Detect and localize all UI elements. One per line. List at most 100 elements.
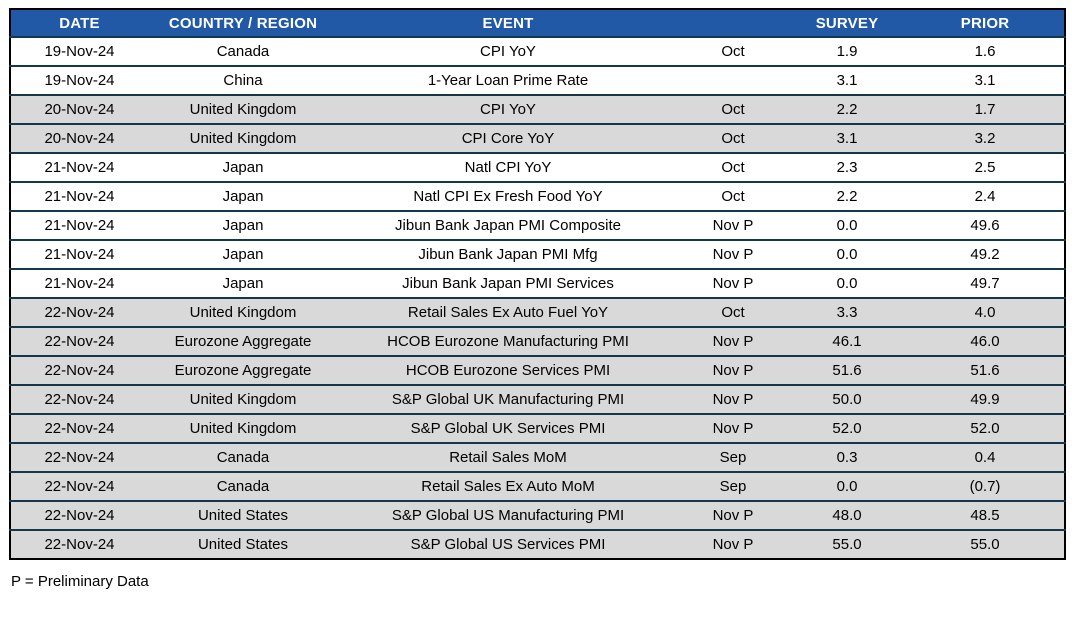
cell-date: 22-Nov-24 — [10, 384, 148, 414]
cell-country: China — [148, 65, 338, 95]
table-row: 19-Nov-24 China 1-Year Loan Prime Rate 3.1 3… — [10, 65, 1065, 95]
table-row: 21-Nov-24 Japan Jibun Bank Japan PMI Mfg No… — [10, 239, 1065, 269]
cell-event: Natl CPI Ex Fresh Food YoY — [338, 181, 678, 211]
cell-period: Sep — [678, 442, 788, 472]
cell-survey: 0.0 — [788, 471, 906, 501]
cell-period: Nov P — [678, 529, 788, 559]
cell-prior: 55.0 — [906, 529, 1065, 559]
table-row: 22-Nov-24 United Kingdom S&P Global UK Ser… — [10, 413, 1065, 443]
cell-event: CPI YoY — [338, 94, 678, 124]
cell-date: 19-Nov-24 — [10, 65, 148, 95]
cell-date: 22-Nov-24 — [10, 355, 148, 385]
cell-event: Natl CPI YoY — [338, 152, 678, 182]
cell-date: 22-Nov-24 — [10, 442, 148, 472]
cell-period: Nov P — [678, 210, 788, 240]
cell-country: United Kingdom — [148, 297, 338, 327]
table-row: 21-Nov-24 Japan Jibun Bank Japan PMI Servi… — [10, 268, 1065, 298]
cell-date: 22-Nov-24 — [10, 297, 148, 327]
column-header-prior: PRIOR — [906, 9, 1065, 37]
cell-country: United Kingdom — [148, 123, 338, 153]
table-row: 22-Nov-24 United States S&P Global US Serv… — [10, 529, 1065, 559]
column-header-event: EVENT — [338, 9, 678, 37]
cell-prior: 3.1 — [906, 65, 1065, 95]
cell-country: Japan — [148, 152, 338, 182]
cell-country: United States — [148, 529, 338, 559]
cell-period: Oct — [678, 123, 788, 153]
cell-date: 20-Nov-24 — [10, 123, 148, 153]
column-header-survey: SURVEY — [788, 9, 906, 37]
cell-period: Nov P — [678, 326, 788, 356]
cell-survey: 3.3 — [788, 297, 906, 327]
column-header-date: DATE — [10, 9, 148, 37]
cell-event: Jibun Bank Japan PMI Services — [338, 268, 678, 298]
cell-date: 22-Nov-24 — [10, 500, 148, 530]
cell-country: Canada — [148, 36, 338, 66]
cell-period: Oct — [678, 36, 788, 66]
cell-prior: 49.2 — [906, 239, 1065, 269]
cell-survey: 50.0 — [788, 384, 906, 414]
cell-survey: 1.9 — [788, 36, 906, 66]
cell-date: 19-Nov-24 — [10, 36, 148, 66]
cell-period: Oct — [678, 297, 788, 327]
cell-country: Eurozone Aggregate — [148, 355, 338, 385]
cell-survey: 2.2 — [788, 94, 906, 124]
cell-event: 1-Year Loan Prime Rate — [338, 65, 678, 95]
column-header-country: COUNTRY / REGION — [148, 9, 338, 37]
cell-event: CPI Core YoY — [338, 123, 678, 153]
cell-prior: 1.7 — [906, 94, 1065, 124]
cell-survey: 3.1 — [788, 65, 906, 95]
cell-event: HCOB Eurozone Manufacturing PMI — [338, 326, 678, 356]
table-row: 22-Nov-24 United States S&P Global US Manu… — [10, 500, 1065, 530]
cell-survey: 3.1 — [788, 123, 906, 153]
cell-period: Oct — [678, 152, 788, 182]
cell-event: S&P Global UK Services PMI — [338, 413, 678, 443]
cell-survey: 46.1 — [788, 326, 906, 356]
cell-prior: 49.9 — [906, 384, 1065, 414]
cell-period: Nov P — [678, 384, 788, 414]
table-row: 21-Nov-24 Japan Natl CPI Ex Fresh Food YoY… — [10, 181, 1065, 211]
cell-date: 21-Nov-24 — [10, 152, 148, 182]
cell-survey: 55.0 — [788, 529, 906, 559]
cell-event: Retail Sales Ex Auto MoM — [338, 471, 678, 501]
table-header: DATE COUNTRY / REGION EVENT SURVEY PRIOR — [10, 9, 1065, 37]
cell-period: Oct — [678, 181, 788, 211]
cell-country: Canada — [148, 471, 338, 501]
table-row: 20-Nov-24 United Kingdom CPI YoY Oct 2.2 1.7 — [10, 94, 1065, 124]
cell-event: Retail Sales Ex Auto Fuel YoY — [338, 297, 678, 327]
cell-date: 21-Nov-24 — [10, 181, 148, 211]
table-row: 22-Nov-24 Eurozone Aggregate HCOB Eurozone… — [10, 326, 1065, 356]
cell-survey: 0.0 — [788, 239, 906, 269]
table-row: 19-Nov-24 Canada CPI YoY Oct 1.9 1.6 — [10, 36, 1065, 66]
cell-prior: 0.4 — [906, 442, 1065, 472]
column-header-period — [678, 9, 788, 37]
cell-prior: 52.0 — [906, 413, 1065, 443]
economic-calendar-table: DATE COUNTRY / REGION EVENT SURVEY PRIOR… — [9, 8, 1066, 560]
cell-date: 21-Nov-24 — [10, 239, 148, 269]
cell-period: Nov P — [678, 355, 788, 385]
cell-date: 21-Nov-24 — [10, 210, 148, 240]
cell-event: Jibun Bank Japan PMI Mfg — [338, 239, 678, 269]
table-body: 19-Nov-24 Canada CPI YoY Oct 1.9 1.6 19-Nov-24… — [10, 36, 1065, 559]
cell-period: Nov P — [678, 268, 788, 298]
cell-survey: 0.3 — [788, 442, 906, 472]
cell-period: Nov P — [678, 239, 788, 269]
cell-survey: 2.3 — [788, 152, 906, 182]
cell-prior: 1.6 — [906, 36, 1065, 66]
cell-country: Eurozone Aggregate — [148, 326, 338, 356]
cell-country: United Kingdom — [148, 413, 338, 443]
cell-prior: 2.5 — [906, 152, 1065, 182]
cell-prior: 46.0 — [906, 326, 1065, 356]
cell-survey: 51.6 — [788, 355, 906, 385]
cell-period: Nov P — [678, 500, 788, 530]
cell-country: Japan — [148, 268, 338, 298]
cell-date: 22-Nov-24 — [10, 471, 148, 501]
cell-country: Canada — [148, 442, 338, 472]
cell-event: Jibun Bank Japan PMI Composite — [338, 210, 678, 240]
cell-survey: 52.0 — [788, 413, 906, 443]
cell-event: HCOB Eurozone Services PMI — [338, 355, 678, 385]
cell-survey: 48.0 — [788, 500, 906, 530]
cell-event: CPI YoY — [338, 36, 678, 66]
cell-event: S&P Global UK Manufacturing PMI — [338, 384, 678, 414]
cell-prior: (0.7) — [906, 471, 1065, 501]
